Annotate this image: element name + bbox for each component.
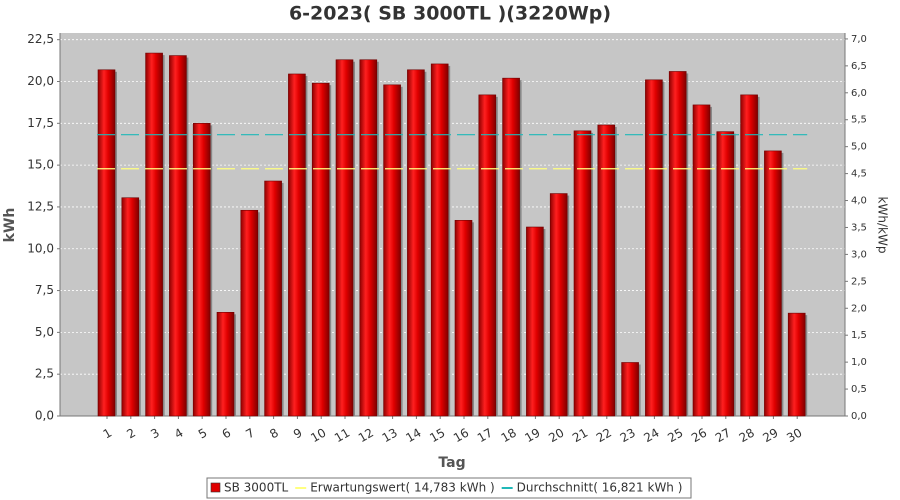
x-tick-label: 21 (570, 426, 590, 446)
bar (621, 362, 639, 417)
bar (716, 131, 735, 417)
bar (97, 69, 116, 417)
y-tick-label: 22,5 (27, 32, 54, 46)
legend-label: Erwartungswert( 14,783 kWh ) (310, 481, 494, 495)
x-tick-label: 30 (784, 426, 804, 446)
legend-swatch (210, 482, 221, 493)
bar (740, 94, 758, 417)
y-tick-label: 0,0 (35, 409, 54, 423)
bar (692, 104, 711, 417)
x-tick-label: 1 (101, 426, 115, 442)
y2-tick-label: 1,0 (851, 357, 867, 368)
bar (549, 193, 568, 417)
y2-tick-label: 1,5 (851, 330, 867, 341)
x-tick-label: 11 (332, 426, 352, 446)
x-tick-label: 2 (124, 426, 138, 442)
y-tick-label: 12,5 (27, 199, 54, 213)
x-tick-label: 12 (356, 426, 376, 446)
y2-tick-label: 6,5 (851, 61, 867, 72)
x-tick-label: 7 (243, 426, 257, 442)
x-tick-label: 4 (172, 426, 186, 442)
x-tick-label: 14 (403, 426, 423, 446)
bar (121, 197, 140, 417)
y-tick-label: 15,0 (27, 158, 54, 172)
legend: SB 3000TL Erwartungswert( 14,783 kWh ) Dur… (210, 481, 683, 495)
bar (216, 312, 235, 417)
x-tick-label: 6 (220, 426, 234, 442)
y2-tick-label: 0,0 (851, 411, 867, 422)
x-tick-label: 5 (196, 426, 210, 442)
x-tick-label: 16 (451, 426, 471, 446)
plot-area (60, 33, 845, 416)
y2-tick-label: 3,5 (851, 222, 867, 233)
bar (526, 226, 544, 417)
bar (454, 220, 473, 417)
chart-title: 6-2023( SB 3000TL )(3220Wp) (289, 3, 611, 25)
bar (668, 71, 687, 417)
y2-axis-label: kWh/kWp (876, 197, 890, 254)
y-axis-label: kWh (2, 208, 18, 243)
x-tick-label: 27 (713, 426, 733, 446)
y-tick-label: 2,5 (35, 367, 54, 381)
bar (264, 180, 282, 417)
y2-tick-label: 5,5 (851, 115, 867, 126)
y2-tick-label: 4,5 (851, 169, 867, 180)
legend-label: Durchschnitt( 16,821 kWh ) (517, 481, 683, 495)
x-tick-label: 24 (641, 426, 661, 446)
x-tick-label: 18 (499, 426, 519, 446)
legend-label: SB 3000TL (224, 481, 289, 495)
y-tick-label: 10,0 (27, 241, 54, 255)
y2-tick-label: 4,0 (851, 196, 867, 207)
y2-tick-label: 3,0 (851, 249, 867, 260)
bar (430, 63, 449, 417)
x-tick-label: 8 (267, 426, 281, 442)
bar (597, 124, 616, 417)
bar (192, 123, 211, 417)
y2-tick-label: 2,0 (851, 303, 867, 314)
x-tick-label: 20 (546, 426, 566, 446)
x-tick-label: 26 (689, 426, 709, 446)
x-tick-label: 28 (737, 426, 757, 446)
legend-box (206, 477, 692, 499)
bar (478, 94, 497, 417)
y2-tick-label: 2,5 (851, 276, 867, 287)
bar (787, 312, 806, 417)
y2-tick-label: 0,5 (851, 384, 867, 395)
x-tick-label: 9 (291, 426, 305, 442)
x-tick-label: 3 (148, 426, 162, 442)
x-tick-label: 19 (522, 426, 542, 446)
bar (288, 73, 306, 417)
bar (645, 79, 663, 417)
bar (502, 77, 520, 417)
bar (335, 59, 354, 417)
x-tick-label: 23 (618, 426, 638, 446)
bar (169, 55, 187, 417)
x-axis-label: Tag (438, 455, 465, 471)
bar (764, 150, 782, 417)
bar (240, 209, 259, 417)
x-tick-label: 22 (594, 426, 614, 446)
bar (359, 59, 378, 417)
x-tick-label: 13 (380, 426, 400, 446)
y-tick-label: 7,5 (35, 283, 54, 297)
x-tick-label: 25 (665, 426, 685, 446)
y-tick-label: 17,5 (27, 116, 54, 130)
y2-tick-label: 6,0 (851, 88, 867, 99)
x-tick-label: 10 (308, 426, 328, 446)
bar (311, 82, 330, 417)
y-tick-label: 5,0 (35, 325, 54, 339)
y2-tick-label: 7,0 (851, 34, 867, 45)
bar (145, 52, 163, 417)
y-tick-label: 20,0 (27, 74, 54, 88)
x-tick-label: 17 (475, 426, 495, 446)
bar (383, 84, 401, 417)
x-tick-label: 15 (427, 426, 447, 446)
bar (573, 130, 592, 417)
x-tick-label: 29 (760, 426, 780, 446)
y2-tick-label: 5,0 (851, 142, 867, 153)
bar (407, 69, 425, 417)
